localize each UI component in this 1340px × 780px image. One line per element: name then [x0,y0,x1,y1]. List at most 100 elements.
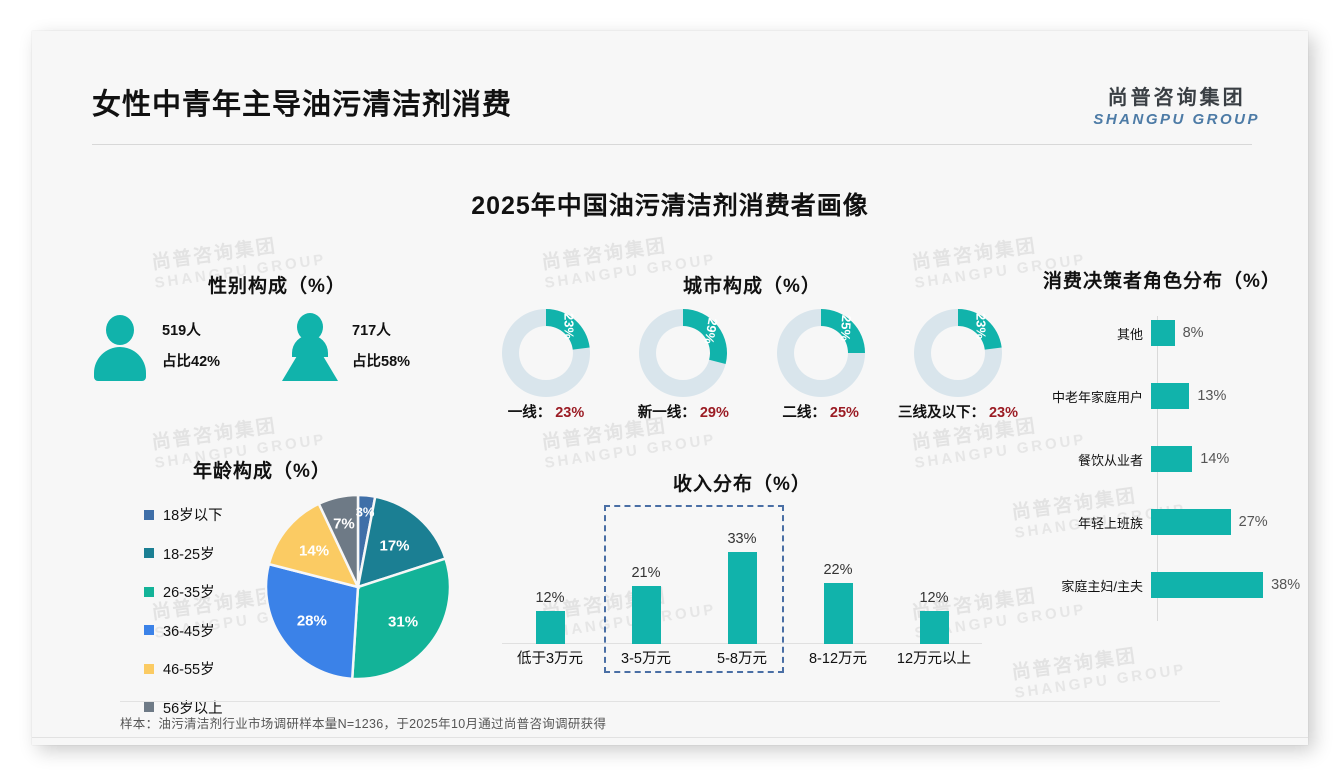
role-category-label: 餐饮从业者 [1077,452,1143,468]
income-bar-value: 22% [823,561,853,578]
gender-composition-section: 性别构成（%） 519人 占比42% 717人 占比58% [92,271,462,406]
donut-chart: 23% [502,309,590,397]
legend-swatch [144,702,154,712]
income-bar [631,585,661,644]
city-donut-item: 23% 一线： 23% [482,309,610,422]
role-category-label: 中老年家庭用户 [1051,389,1143,405]
legend-swatch [144,663,154,674]
donut-caption: 新一线： 29% [638,401,729,422]
donut-chart: 29% [639,309,728,397]
legend-swatch [144,586,154,597]
logo-cn-text: 尚普咨询集团 [1107,87,1246,109]
income-bar-column: 21% [598,509,694,644]
legend-swatch [144,509,154,520]
pie-slice-label: 14% [299,542,330,560]
female-count: 717人 [352,323,391,340]
income-x-label: 12万元以上 [896,651,972,667]
age-pie-chart: 3% 17% 31% 28% 14% 7% [265,494,451,680]
role-bar-value: 14% [1200,451,1230,467]
role-bar [1151,446,1193,472]
brand-logo: 尚普咨询集团 SHANGPU GROUP [1093,86,1260,129]
city-donut-item: 29% 新一线： 29% [619,309,747,422]
gender-item-female: 717人 占比58% [282,313,410,381]
role-bar-value: 38% [1271,577,1301,593]
role-bar-value: 8% [1182,325,1204,341]
role-bar-value: 27% [1238,514,1268,530]
role-section-title: 消费决策者角色分布（%） [1043,271,1281,292]
pie-legend-item: 26-35岁 [144,581,223,602]
role-bar-row: 中老年家庭用户 13% [1017,382,1307,410]
gender-section-title: 性别构成（%） [208,276,346,297]
role-bar-chart: 其他 8% 中老年家庭用户 13% 餐饮从业者 14% 年轻上班族 27% 家庭主妇/主夫 38% [1017,311,1307,631]
donut-percent-label: 23% [561,313,578,340]
income-bar [727,552,757,644]
donut-caption: 三线及以下： 23% [898,401,1018,422]
male-count: 519人 [162,323,201,340]
role-bar-row: 年轻上班族 27% [1017,508,1307,536]
female-share: 占比58% [352,354,411,370]
pie-legend-item: 56岁以上 [144,697,223,718]
legend-swatch [144,548,154,558]
donut-caption-name: 二线： [782,405,826,421]
income-bar-value: 12% [535,589,565,606]
income-x-label: 低于3万元 [516,651,584,667]
age-section-title: 年龄构成（%） [193,461,331,482]
legend-label: 36-45岁 [163,623,215,640]
donut-percent-label: 25% [837,314,854,342]
main-chart-title: 2025年中国油污清洁剂消费者画像 [471,192,869,220]
pie-slice [350,556,451,680]
income-bar-column: 12% [886,509,982,644]
legend-label: 46-55岁 [163,662,215,678]
income-x-label: 8-12万元 [808,651,868,667]
gender-item-male: 519人 占比42% [92,313,220,381]
donut-caption: 一线： 23% [508,401,585,422]
donut-caption-value: 29% [695,405,729,421]
role-bar-row: 其他 8% [1017,319,1307,347]
income-bar-value: 12% [919,589,949,606]
pie-slice-label: 17% [379,537,410,555]
income-x-axis-labels: 低于3万元 3-5万元 5-8万元 8-12万元 12万元以上 [487,647,997,668]
income-bar-chart: 12% 21% 33% 22% 12% [487,509,997,644]
role-category-label: 其他 [1116,326,1143,342]
income-bar-column: 22% [790,509,886,644]
male-icon [92,313,148,381]
pie-legend-item: 46-55岁 [144,658,223,679]
donut-chart: 25% [776,309,865,397]
donut-caption-value: 23% [551,405,585,421]
city-donut-item: 23% 三线及以下： 23% [894,309,1022,422]
income-bar-column: 12% [502,509,598,644]
footnote-divider [120,701,1220,702]
legend-label: 56岁以上 [163,700,223,717]
pie-slice-label: 31% [388,613,419,631]
age-composition-section: 年龄构成（%） 18岁以下 18-25岁 26-35岁 36-45岁 46-55岁 56岁… [92,456,472,717]
slide-card: 尚普咨询集团 SHANGPU GROUP 尚普咨询集团 SHANGPU GROUP … [32,31,1308,745]
footer-divider [32,737,1308,738]
page-title: 女性中青年主导油污清洁剂消费 [92,89,513,121]
donut-chart: 23% [913,309,1002,397]
income-bar [823,582,853,644]
role-bar [1151,320,1175,346]
role-bar-row: 家庭主妇/主夫 38% [1017,571,1307,599]
income-bar [535,610,565,644]
legend-swatch [144,625,154,635]
income-bar-column: 33% [694,509,790,644]
donut-caption-name: 三线及以下： [897,405,985,421]
income-distribution-section: 收入分布（%） 12% 21% 33% 22% 12% 低于3万元 3-5万元 5-8万元 8… [487,469,997,684]
pie-slice-label: 28% [296,612,327,630]
donut-caption-value: 25% [825,405,859,421]
donut-percent-label: 23% [973,313,990,340]
donut-caption-name: 新一线： [637,405,696,421]
role-bar-row: 餐饮从业者 14% [1017,445,1307,473]
logo-en-text: SHANGPU GROUP [1093,111,1260,128]
footnote-text: 样本：油污清洁剂行业市场调研样本量N=1236，于2025年10月通过尚普咨询调… [120,717,607,731]
decision-maker-section: 消费决策者角色分布（%） 其他 8% 中老年家庭用户 13% 餐饮从业者 14% 年轻上班族… [1017,266,1307,631]
income-x-label: 5-8万元 [717,651,767,667]
pie-legend-item: 36-45岁 [144,620,223,641]
legend-label: 18-25岁 [163,546,215,563]
city-donut-item: 25% 二线： 25% [757,309,885,422]
watermark: 尚普咨询集团 SHANGPU GROUP [1010,645,1188,702]
pie-slice-label: 7% [333,515,355,533]
header-divider [92,144,1252,145]
income-bar [919,610,949,644]
income-x-label: 3-5万元 [621,651,671,667]
